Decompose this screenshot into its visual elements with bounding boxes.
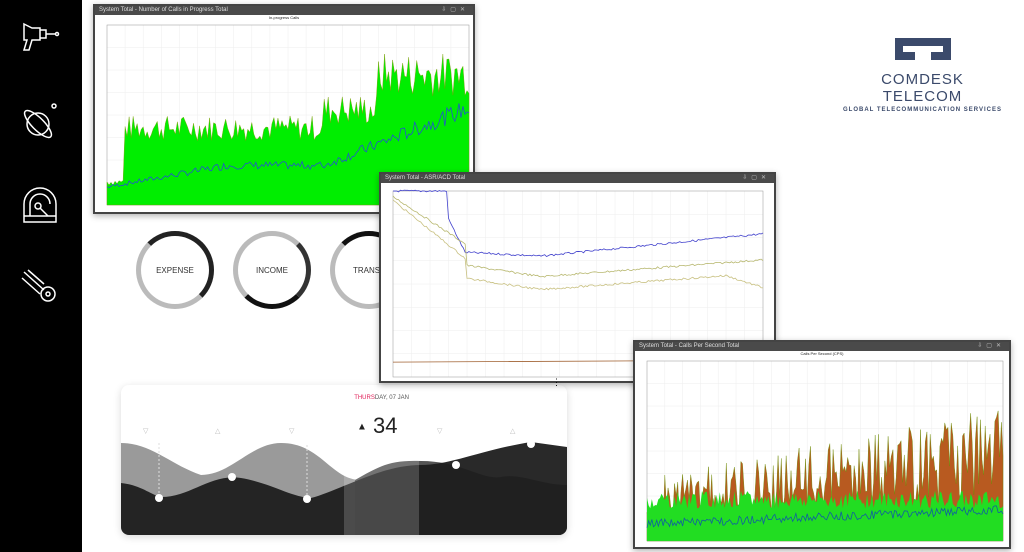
asr-line xyxy=(392,189,764,257)
donut-label: INCOME xyxy=(256,265,288,275)
date-label: THURSDAY, 07 JAN xyxy=(354,395,409,401)
donut-label: EXPENSE xyxy=(156,265,194,275)
window-title: System Total - ASR/ACD Total xyxy=(385,175,466,181)
window-controls[interactable]: ⇩▢✕ xyxy=(977,343,1005,349)
acd-line xyxy=(392,195,764,278)
down-arrow-icon[interactable]: ▽ xyxy=(437,428,443,435)
calls-per-second-chart xyxy=(646,360,1004,542)
date-rest: DAY, 07 JAN xyxy=(374,395,409,401)
temperature-value: 34 xyxy=(373,413,398,438)
up-arrow-icon[interactable]: △ xyxy=(215,428,221,435)
up-arrow-icon: ▲ xyxy=(357,421,367,433)
company-tagline: GLOBAL TELECOMMUNICATION SERVICES xyxy=(842,107,1002,113)
chart-title: Calls Per Second (CPS) xyxy=(800,351,844,356)
acd-avg-line xyxy=(392,199,764,291)
donut-label: TRANSF xyxy=(353,265,385,275)
chart-title: In-progress Calls xyxy=(268,15,300,20)
comet-icon[interactable] xyxy=(18,264,62,308)
line-series xyxy=(106,103,470,189)
company-logo: COMDESK TELECOM GLOBAL TELECOMMUNICATION… xyxy=(840,38,1005,113)
temperature: ▲ 34 xyxy=(357,413,398,439)
area-series xyxy=(647,490,1003,541)
planet-icon[interactable] xyxy=(18,100,62,144)
area-series xyxy=(106,54,470,206)
calls-in-progress-window[interactable]: System Total - Number of Calls in Progre… xyxy=(93,4,475,214)
company-name: COMDESK TELECOM xyxy=(881,71,964,105)
window-controls[interactable]: ⇩▢✕ xyxy=(742,175,770,181)
wave-chart xyxy=(121,440,567,535)
donut-expense[interactable]: EXPENSE xyxy=(136,231,214,309)
window-controls[interactable]: ⇩▢✕ xyxy=(441,7,469,13)
down-arrow-icon[interactable]: ▽ xyxy=(289,428,295,435)
up-arrow-icon[interactable]: △ xyxy=(510,428,516,435)
window-title: System Total - Calls Per Second Total xyxy=(639,343,740,349)
line-series xyxy=(646,505,1004,528)
donut-income[interactable]: INCOME xyxy=(233,231,311,309)
data-points xyxy=(155,440,535,503)
sidebar xyxy=(0,0,82,552)
day-highlight: THURS xyxy=(354,395,375,401)
calls-per-second-window[interactable]: System Total - Calls Per Second Total ⇩▢✕… xyxy=(633,340,1011,549)
logo-mark-icon xyxy=(894,38,951,60)
astronaut-helmet-icon[interactable] xyxy=(18,184,62,228)
plot-frame xyxy=(392,190,764,378)
down-arrow-icon[interactable]: ▽ xyxy=(143,428,149,435)
more-menu-icon[interactable]: ⋮ xyxy=(552,377,561,387)
window-title: System Total - Number of Calls in Progre… xyxy=(99,7,228,13)
calls-in-progress-chart xyxy=(106,24,470,206)
ray-gun-icon[interactable] xyxy=(18,16,62,60)
weather-card: THURSDAY, 07 JAN ▲ 34 ▽ △ ▽ ▽ △ xyxy=(121,385,567,535)
